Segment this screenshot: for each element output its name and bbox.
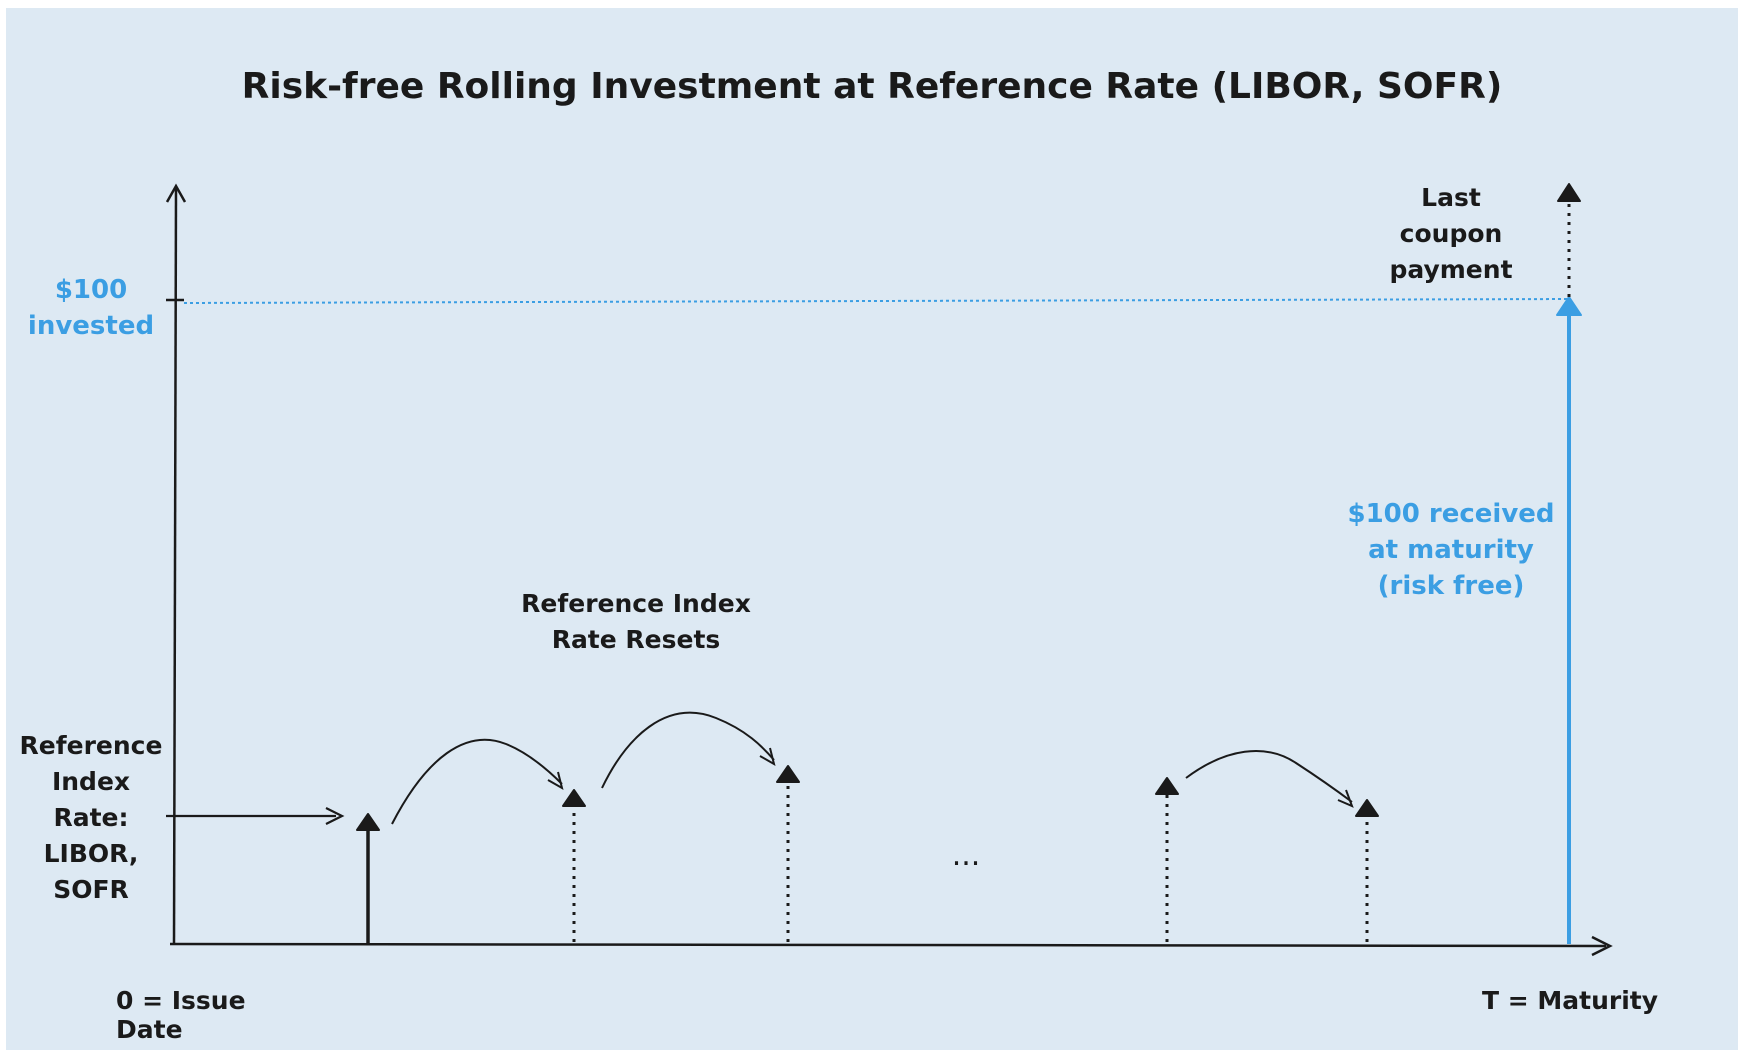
x-axis-arrowhead [1591, 935, 1613, 957]
last-coupon-arrowhead [1557, 183, 1581, 202]
diagram-title: Risk-free Rolling Investment at Referenc… [241, 66, 1503, 107]
reference-rate-arrowhead [325, 807, 345, 825]
maturity-label: T = Maturity [1482, 986, 1659, 1015]
x-axis [169, 942, 1607, 948]
dotted-reset-arrow [776, 765, 800, 942]
y-axis-arrowhead [165, 183, 187, 203]
reset-curve-arrowhead [759, 747, 776, 767]
issue-date-label: 0 = Issue Date [116, 986, 246, 1044]
rate-resets-label: Reference Index Rate Resets [521, 589, 751, 654]
invested-label: $100 invested [27, 275, 155, 341]
received-at-maturity-label: $100 received at maturity (risk free) [1347, 499, 1555, 601]
reset-curve-arrow [391, 738, 563, 825]
last-coupon-label: Last coupon payment [1389, 183, 1513, 284]
reset-curve-arrowhead [1337, 789, 1354, 808]
first-reset-arrowhead [356, 813, 380, 831]
principal-return-arrowhead [1556, 296, 1582, 316]
invested-level-line [183, 298, 1569, 304]
reset-curve-arrowhead [547, 771, 564, 791]
diagram-svg [165, 183, 1613, 957]
reset-curve-arrow [601, 711, 775, 789]
reset-curve-arrow [1185, 750, 1353, 803]
dotted-reset-arrow [1155, 777, 1179, 942]
reference-index-label: Reference Index Rate: LIBOR, SOFR [19, 731, 163, 904]
dotted-reset-arrow [562, 789, 586, 942]
diagram-canvas: Risk-free Rolling Investment at Referenc… [6, 8, 1738, 1050]
continuation-ellipsis: ... [951, 838, 981, 873]
dotted-reset-arrow [1355, 799, 1379, 942]
y-axis [172, 187, 178, 945]
